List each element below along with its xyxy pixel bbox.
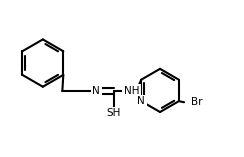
Text: SH: SH (107, 108, 121, 119)
Text: N: N (137, 96, 145, 106)
Text: NH: NH (123, 86, 139, 96)
Text: N: N (92, 86, 100, 96)
Text: Br: Br (191, 97, 202, 107)
